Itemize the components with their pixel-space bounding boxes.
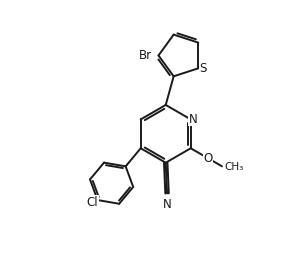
Text: N: N — [188, 113, 197, 126]
Text: CH₃: CH₃ — [225, 162, 244, 172]
Text: Cl: Cl — [87, 195, 98, 209]
Text: S: S — [199, 62, 207, 75]
Text: N: N — [163, 198, 171, 211]
Text: Br: Br — [139, 49, 152, 62]
Text: O: O — [203, 152, 213, 165]
